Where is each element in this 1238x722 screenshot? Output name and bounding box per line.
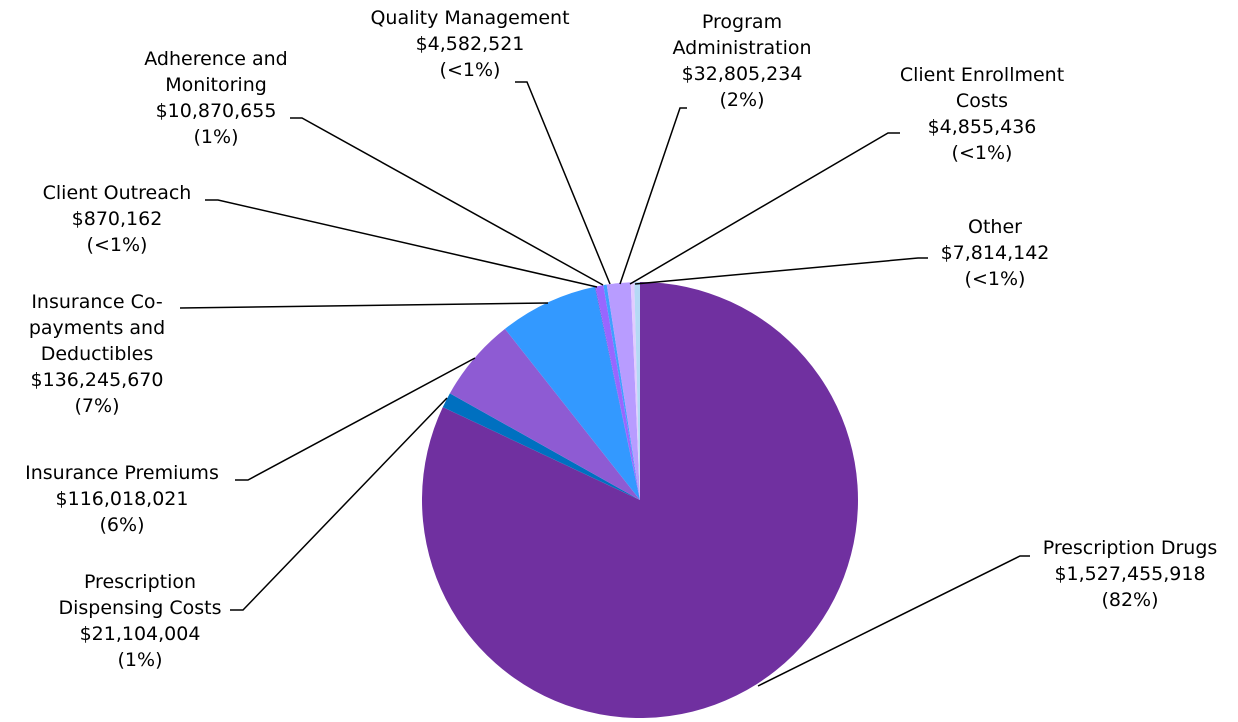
share-label: (6%) xyxy=(99,514,145,536)
slice-label: Insurance Co-payments and Deductibles $13… xyxy=(15,289,180,419)
slice-label: Prescription Drugs $1,527,455,918 (82%) xyxy=(1000,535,1238,613)
leader-line xyxy=(179,302,549,309)
value-label: $1,527,455,918 xyxy=(1054,563,1206,585)
slice-label: Program Administration $32,805,234 (2%) xyxy=(657,9,827,113)
leader-line xyxy=(634,257,928,285)
slice-label: Insurance Premiums $116,018,021 (6%) xyxy=(0,460,247,538)
value-label: $7,814,142 xyxy=(940,242,1050,264)
pie-slice xyxy=(594,286,640,500)
leader-line xyxy=(290,117,604,286)
slice-label: Adherence and Monitoring $10,870,655 (1%) xyxy=(129,46,304,150)
share-label: (1%) xyxy=(193,126,239,148)
category-name: Program Administration xyxy=(672,11,812,59)
pie-slice xyxy=(630,282,640,500)
slice-label: Client Enrollment Costs $4,855,436 (<1%) xyxy=(880,62,1085,166)
category-name: Insurance Co-payments and Deductibles xyxy=(28,291,166,365)
share-label: (<1%) xyxy=(951,142,1013,164)
pie-slice xyxy=(634,282,640,500)
share-label: (82%) xyxy=(1101,589,1159,611)
slice-label: Quality Management $4,582,521 (<1%) xyxy=(340,5,600,83)
leader-line xyxy=(235,357,476,481)
category-name: Prescription Drugs xyxy=(1042,537,1218,559)
value-label: $116,018,021 xyxy=(55,488,189,510)
value-label: $32,805,234 xyxy=(681,63,803,85)
category-name: Adherence and Monitoring xyxy=(144,48,288,96)
leader-line xyxy=(515,81,611,285)
category-name: Client Enrollment Costs xyxy=(899,64,1065,112)
slice-label: Client Outreach $870,162 (<1%) xyxy=(17,180,217,258)
share-label: (2%) xyxy=(719,89,765,111)
category-name: Quality Management xyxy=(370,7,570,29)
share-label: (<1%) xyxy=(86,234,148,256)
slice-label: Prescription Dispensing Costs $21,104,004… xyxy=(45,569,235,673)
pie-slice xyxy=(504,286,640,500)
value-label: $4,582,521 xyxy=(415,33,525,55)
leader-line xyxy=(230,397,448,611)
pie-slice xyxy=(606,282,640,500)
share-label: (7%) xyxy=(74,395,120,417)
category-name: Insurance Premiums xyxy=(25,462,219,484)
value-label: $21,104,004 xyxy=(79,623,201,645)
value-label: $4,855,436 xyxy=(927,116,1037,138)
category-name: Other xyxy=(968,216,1022,238)
leader-line xyxy=(757,555,1030,687)
pie-slice xyxy=(603,284,640,500)
value-label: $10,870,655 xyxy=(155,100,277,122)
share-label: (<1%) xyxy=(439,59,501,81)
pie-slice xyxy=(442,393,640,500)
slice-label: Other $7,814,142 (<1%) xyxy=(895,214,1095,292)
category-name: Client Outreach xyxy=(42,182,192,204)
leader-line xyxy=(619,107,687,285)
leader-line xyxy=(205,199,598,288)
share-label: (<1%) xyxy=(964,268,1026,290)
leader-line xyxy=(629,132,900,285)
value-label: $136,245,670 xyxy=(30,369,164,391)
category-name: Prescription Dispensing Costs xyxy=(58,571,222,619)
pie-slice xyxy=(449,328,640,500)
value-label: $870,162 xyxy=(71,208,163,230)
share-label: (1%) xyxy=(117,649,163,671)
pie-slice xyxy=(595,285,640,500)
